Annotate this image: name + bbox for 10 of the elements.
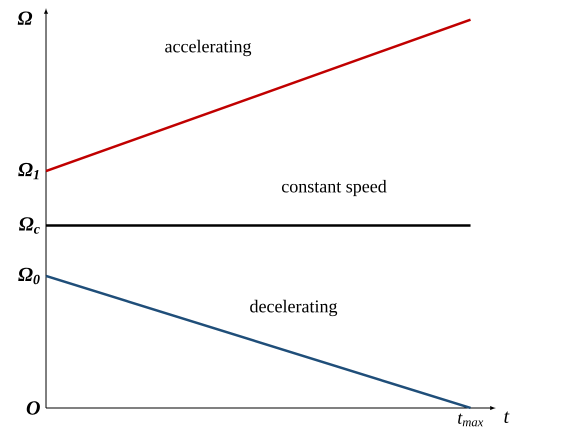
annotation: Ω$_{0}$	[18, 268, 40, 284]
x-axis-title: t	[504, 412, 510, 423]
annotation: Ω$_{1}$	[18, 162, 39, 180]
annotation: O	[26, 401, 40, 415]
annotation: decelerating	[250, 300, 338, 316]
annotation: Ω$_{c}$	[19, 217, 40, 234]
annotation: constant speed	[282, 180, 387, 196]
y-axis-title: Ω	[18, 12, 32, 25]
annotation: accelerating	[165, 40, 252, 56]
text: t$_{max}$	[458, 414, 484, 426]
